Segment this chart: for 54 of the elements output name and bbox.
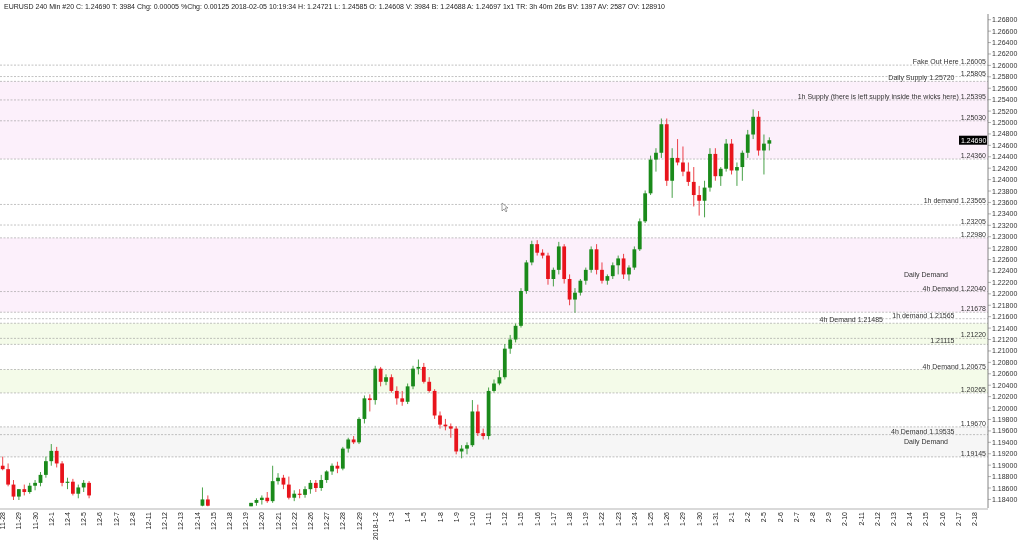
candlestick (529, 240, 534, 266)
candlestick (627, 264, 631, 282)
candlestick (745, 129, 750, 159)
candlestick (394, 385, 399, 406)
candlestick (405, 383, 410, 405)
candlestick (270, 465, 275, 504)
candlestick (589, 246, 594, 274)
candlestick (286, 476, 291, 500)
candlestick (357, 416, 361, 445)
candlestick (691, 166, 696, 207)
candlestick (762, 134, 766, 175)
candlestick (735, 162, 739, 187)
candlestick (54, 446, 59, 468)
candlestick (340, 446, 345, 471)
candlestick (670, 147, 675, 199)
candlestick (573, 287, 577, 314)
candlestick (49, 443, 54, 467)
candlestick (632, 246, 637, 271)
candlestick (740, 150, 745, 182)
candlestick (0, 456, 5, 471)
candlestick (681, 146, 685, 177)
candlestick (421, 362, 426, 384)
candlestick (276, 472, 280, 485)
candlestick (378, 366, 383, 387)
candlestick (384, 373, 388, 386)
candlestick (303, 485, 307, 499)
candlestick (454, 425, 459, 455)
candlestick (686, 162, 691, 187)
candlestick (465, 441, 469, 455)
candlestick (556, 241, 561, 275)
candlestick (44, 456, 48, 479)
candlestick (367, 393, 372, 412)
candlestick (751, 108, 756, 140)
candlestick (475, 404, 480, 437)
candlestick (400, 390, 405, 407)
candlestick (697, 185, 702, 216)
candlestick (411, 365, 415, 390)
candlestick (416, 359, 421, 375)
candlestick (546, 252, 550, 286)
candlestick (33, 479, 37, 491)
candlestick (508, 334, 513, 355)
candlestick (297, 488, 302, 499)
candlestick (492, 379, 496, 394)
candlestick (438, 411, 442, 430)
candlestick (718, 166, 723, 187)
candlestick (654, 147, 658, 173)
candlestick (330, 463, 334, 476)
candlestick (713, 147, 718, 182)
candlestick (616, 255, 621, 275)
candlestick (6, 463, 10, 487)
candlestick (448, 423, 453, 439)
candlestick (60, 460, 64, 487)
candlestick (551, 267, 556, 287)
candlestick (600, 262, 604, 284)
